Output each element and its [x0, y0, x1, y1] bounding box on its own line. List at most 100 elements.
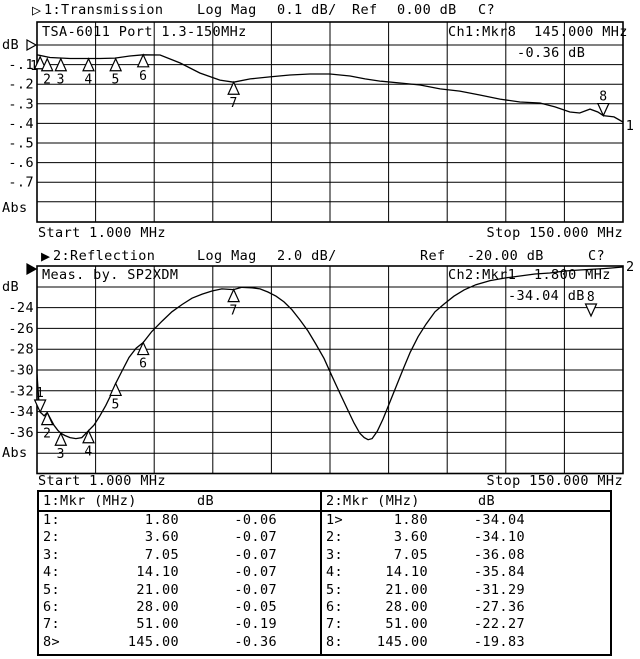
ch1-cal-status: C? [478, 2, 496, 18]
marker-freq-cell: 1.80 [144, 512, 179, 528]
ch1-marker-freq: 145.000 MHz [534, 24, 628, 40]
marker-number-cell: 4: [43, 564, 61, 581]
marker-freq-cell: 3.60 [144, 529, 179, 546]
table-row: 7: 51.00 -22.27 [322, 616, 610, 633]
ch1-stop-freq: Stop 150.000 MHz [486, 225, 623, 241]
marker-triangle-up-icon [136, 341, 150, 356]
marker-number: 4 [84, 445, 92, 460]
marker-number: 6 [139, 357, 147, 372]
ch1-marker-8: 8 [596, 90, 610, 118]
marker-freq-cell: 7.05 [144, 546, 179, 563]
ch2-marker-2: 2 [40, 411, 54, 442]
ch2-trace-end-label: 2 [626, 259, 635, 275]
marker-triangle-up-icon [40, 411, 54, 426]
svg-text:-.3: -.3 [8, 96, 34, 112]
ch1-ref-label: Ref [352, 2, 378, 18]
marker-db-cell: -0.07 [234, 546, 277, 563]
ch2-marker-readout: Ch2:Mkr1 [448, 267, 517, 283]
ch2-grid-label: Meas. by. SP2XDM [42, 267, 179, 283]
svg-text:-.7: -.7 [8, 175, 34, 191]
marker-triangle-up-icon [227, 288, 241, 303]
ch1-format: Log Mag [197, 2, 257, 18]
table-row: 5: 21.00 -0.07 [39, 582, 320, 599]
ch1-title: 1:Transmission [44, 2, 164, 18]
svg-text:-32: -32 [8, 383, 34, 399]
marker-triangle-up-icon [82, 429, 95, 444]
marker-number-cell: 7: [326, 616, 344, 633]
marker-db-cell: -0.05 [234, 598, 277, 615]
marker-number-cell: 6: [326, 598, 344, 615]
svg-text:-30: -30 [8, 363, 34, 379]
marker-number-cell: 8: [326, 633, 344, 650]
marker-freq-cell: 14.10 [385, 564, 428, 581]
marker-db-cell: -31.29 [473, 581, 525, 598]
marker-db-cell: -0.19 [234, 616, 277, 633]
marker-freq-cell: 51.00 [385, 616, 428, 633]
marker-number-cell: 2: [326, 529, 344, 546]
svg-text:-36: -36 [8, 425, 34, 441]
marker-db-cell: -0.07 [234, 581, 277, 598]
table-db-header: dB [478, 493, 496, 509]
ch1-marker-4: 4 [82, 57, 95, 88]
ch2-ref-label: Ref [420, 248, 446, 264]
marker-number: 7 [230, 96, 238, 111]
ch2-start-freq: Start 1.000 MHz [38, 473, 166, 489]
ch1-trace [37, 54, 623, 123]
ch2-marker-3: 3 [54, 431, 68, 462]
marker-db-cell: -0.06 [234, 512, 277, 528]
marker-db-cell: -34.04 [473, 512, 525, 528]
ch2-marker-8: 8 [584, 290, 598, 318]
ch2-title: 2:Reflection [53, 248, 156, 264]
marker-db-cell: -0.36 [234, 633, 277, 650]
marker-number-cell: 1: [43, 512, 61, 528]
marker-number: 5 [112, 397, 120, 412]
marker-number-cell: 1> [326, 512, 344, 528]
marker-triangle-up-icon [54, 57, 68, 72]
table-row: 3: 7.05 -0.07 [39, 547, 320, 564]
marker-triangle-down-icon [33, 399, 47, 414]
svg-text:-.5: -.5 [8, 136, 34, 152]
svg-text:-.1: -.1 [8, 57, 34, 73]
marker-number: 1 [36, 386, 44, 401]
marker-number-cell: 3: [43, 546, 61, 563]
marker-triangle-up-icon [109, 57, 123, 72]
svg-text:-26: -26 [8, 321, 34, 337]
ch2-marker-5: 5 [109, 381, 123, 412]
ch1-marker-5: 5 [109, 57, 123, 88]
table-row: 8: 145.00 -19.83 [322, 634, 610, 651]
svg-text:Abs: Abs [2, 445, 28, 461]
ch1-marker-readout: Ch1:Mkr8 [448, 24, 517, 40]
ch1-marker-3: 3 [54, 57, 68, 88]
table-row: 2: 3.60 -0.07 [39, 529, 320, 546]
marker-triangle-up-icon [227, 80, 241, 95]
svg-text:dB: dB [2, 37, 19, 53]
ch2-ref-level-icon [26, 262, 38, 276]
marker-freq-cell: 28.00 [136, 598, 179, 615]
marker-freq-cell: 145.00 [376, 633, 428, 650]
marker-triangle-up-icon [40, 57, 54, 72]
marker-triangle-down-icon [584, 303, 598, 318]
marker-triangle-down-icon [596, 102, 610, 118]
table-row: 1> 1.80 -34.04 [322, 512, 610, 529]
ch1-scale: 0.1 dB/ [277, 2, 337, 18]
marker-freq-cell: 21.00 [385, 581, 428, 598]
ch1-ref-level-icon [26, 38, 38, 52]
ch1-marker-table: 1:Mkr (MHz) dB 1: 1.80 -0.06 2: 3.60 -0.07 3: 7.0… [37, 490, 322, 656]
ch1-ref-value: 0.00 dB [397, 2, 457, 18]
marker-triangle-up-icon [33, 55, 47, 70]
marker-freq-cell: 7.05 [393, 546, 428, 563]
ch1-active-icon: ▷ [32, 1, 42, 19]
svg-text:-.2: -.2 [8, 77, 34, 93]
marker-freq-cell: 145.00 [127, 633, 179, 650]
svg-text:dB: dB [2, 279, 19, 295]
marker-number: 5 [112, 73, 120, 88]
ch1-grid-label: TSA-6011 Port 1.3-150MHz [42, 24, 247, 40]
table-row: 2: 3.60 -34.10 [322, 529, 610, 546]
ch1-trace-end-label: 1 [626, 118, 635, 134]
ch1-marker-2: 2 [40, 57, 54, 88]
marker-number-cell: 3: [326, 546, 344, 563]
marker-number: 3 [57, 73, 65, 88]
table-row: 6: 28.00 -0.05 [39, 599, 320, 616]
